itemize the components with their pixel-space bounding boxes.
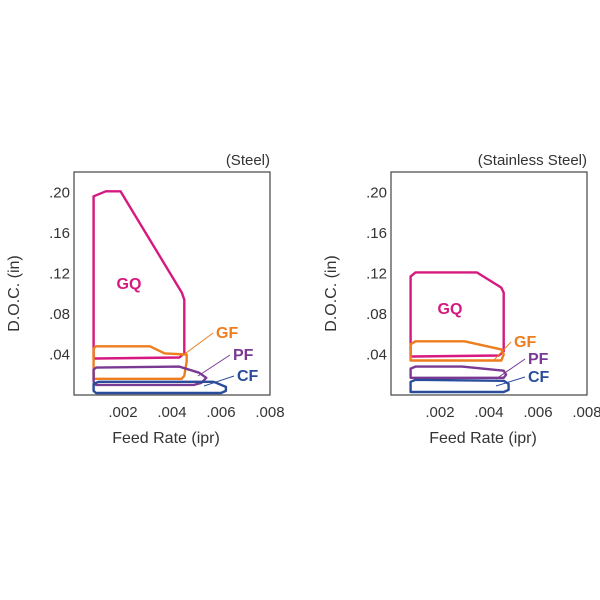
x-tick-label: .002 [425,404,454,421]
leader-line-gf [181,332,214,357]
leader-line-pf [197,354,231,377]
leader-line-cf [495,376,526,387]
y-tick-label: .04 [366,346,387,363]
region-gq [92,190,186,360]
x-tick-label: .002 [108,404,137,421]
plot-frame [73,171,271,396]
region-cf [92,380,228,395]
region-label-cf: CF [528,369,550,386]
region-label-cf: CF [237,368,259,385]
y-axis-label: D.O.C. (in) [6,255,23,331]
chart-subtitle: (Stainless Steel) [478,152,587,169]
y-tick-label: .12 [366,265,387,282]
x-axis-label: Feed Rate (ipr) [429,430,537,447]
region-gq [409,271,505,358]
leader-line-pf [495,358,526,380]
region-pf [409,365,508,379]
x-tick-label: .004 [474,404,503,421]
y-tick-label: .16 [366,225,387,242]
region-pf [92,365,208,387]
stainless-steel-chart: (Stainless Steel) .04 .08 .12 .16 .20 .002 .004… [323,152,600,447]
x-tick-label: .006 [523,404,552,421]
leader-line-gf [493,341,512,361]
region-label-gf: GF [514,334,536,351]
region-label-pf: PF [528,351,549,368]
x-tick-label: .008 [572,404,600,421]
y-tick-label: .20 [49,184,70,201]
region-label-gq: GQ [438,301,463,318]
region-label-gf: GF [216,325,238,342]
plot-frame [390,171,588,396]
leader-line-cf [203,375,235,387]
region-label-pf: PF [233,347,254,364]
region-label-gq: GQ [117,276,142,293]
y-tick-label: .08 [366,306,387,323]
y-tick-label: .08 [49,306,70,323]
x-tick-label: .006 [206,404,235,421]
x-tick-label: .008 [255,404,284,421]
x-tick-label: .004 [157,404,186,421]
region-cf [409,378,510,394]
y-tick-label: .12 [49,265,70,282]
y-tick-label: .20 [366,184,387,201]
x-axis-label: Feed Rate (ipr) [112,430,220,447]
y-tick-label: .16 [49,225,70,242]
y-tick-label: .04 [49,346,70,363]
region-gf [409,340,505,362]
y-axis-label: D.O.C. (in) [323,255,340,331]
steel-chart: (Steel) .04 .08 .12 .16 .20 .002 .004 .006 .008 Fe… [6,152,285,447]
chart-subtitle: (Steel) [226,152,270,169]
region-gf [92,345,188,380]
